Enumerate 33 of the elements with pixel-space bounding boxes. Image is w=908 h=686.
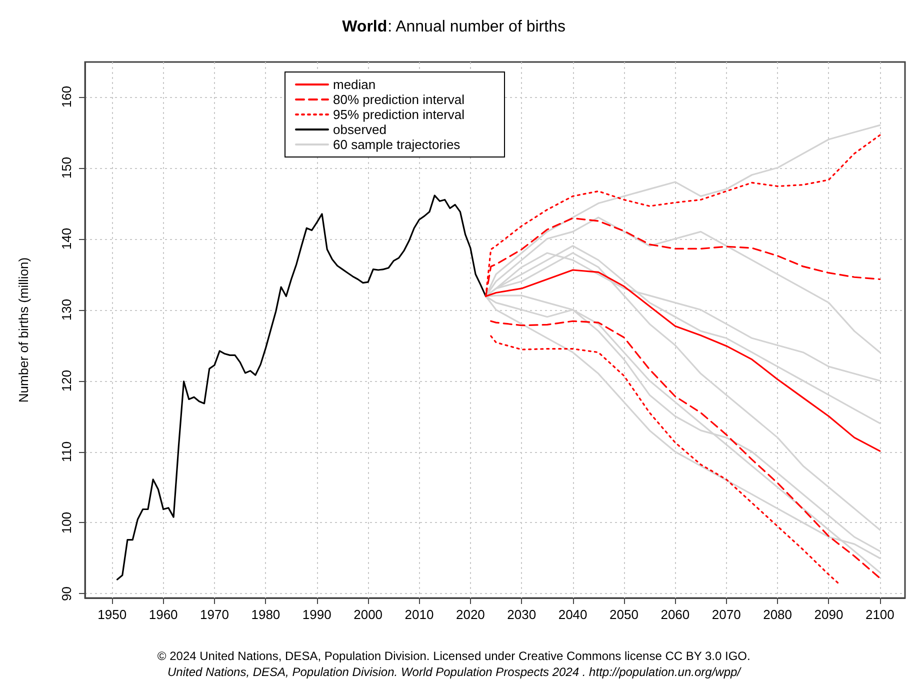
x-tick-label: 2080 (763, 607, 792, 622)
x-tick-label: 2010 (404, 607, 434, 622)
y-tick-label: 100 (59, 512, 74, 534)
x-tick-label: 2100 (865, 607, 894, 622)
legend-label: 95% prediction interval (333, 107, 465, 122)
text: United Nations, DESA, Population Division. World Population Prospects 2024 . http://population.un.org/wpp/ (168, 665, 742, 679)
chart-title: World: Annual number of births (342, 18, 566, 36)
y-axis-title: Number of births (million) (16, 257, 31, 403)
legend-label: observed (333, 122, 386, 137)
x-tick-label: 2070 (712, 607, 741, 622)
y-tick-label: 130 (59, 298, 74, 321)
y-tick-label: 160 (59, 86, 74, 108)
x-tick-label: 2090 (814, 607, 844, 622)
text: © 2024 United Nations, DESA, Population Division. Licensed under Creative Commons license CC BY 3.0 IGO. (157, 649, 750, 663)
x-tick-label: 1960 (148, 607, 178, 622)
x-tick-label: 2060 (660, 607, 690, 622)
x-tick-label: 1970 (200, 607, 229, 622)
y-tick-label: 150 (59, 156, 74, 179)
y-tick-label: 140 (59, 228, 74, 250)
x-tick-label: 2000 (354, 607, 383, 622)
x-tick-label: 1980 (251, 607, 280, 622)
y-tick-label: 90 (59, 586, 74, 601)
legend-label: 60 sample trajectories (333, 137, 461, 152)
legend-label: median (333, 77, 376, 92)
x-tick-label: 2020 (456, 607, 485, 622)
y-tick-label: 110 (59, 441, 74, 462)
x-tick-label: 1990 (302, 607, 332, 622)
x-tick-label: 2040 (558, 607, 588, 622)
x-tick-label: 2050 (610, 607, 638, 622)
x-tick-label: 2030 (507, 607, 536, 622)
legend-label: 80% prediction interval (333, 92, 465, 107)
x-tick-label: 1950 (98, 607, 127, 622)
y-tick-label: 120 (59, 370, 74, 392)
